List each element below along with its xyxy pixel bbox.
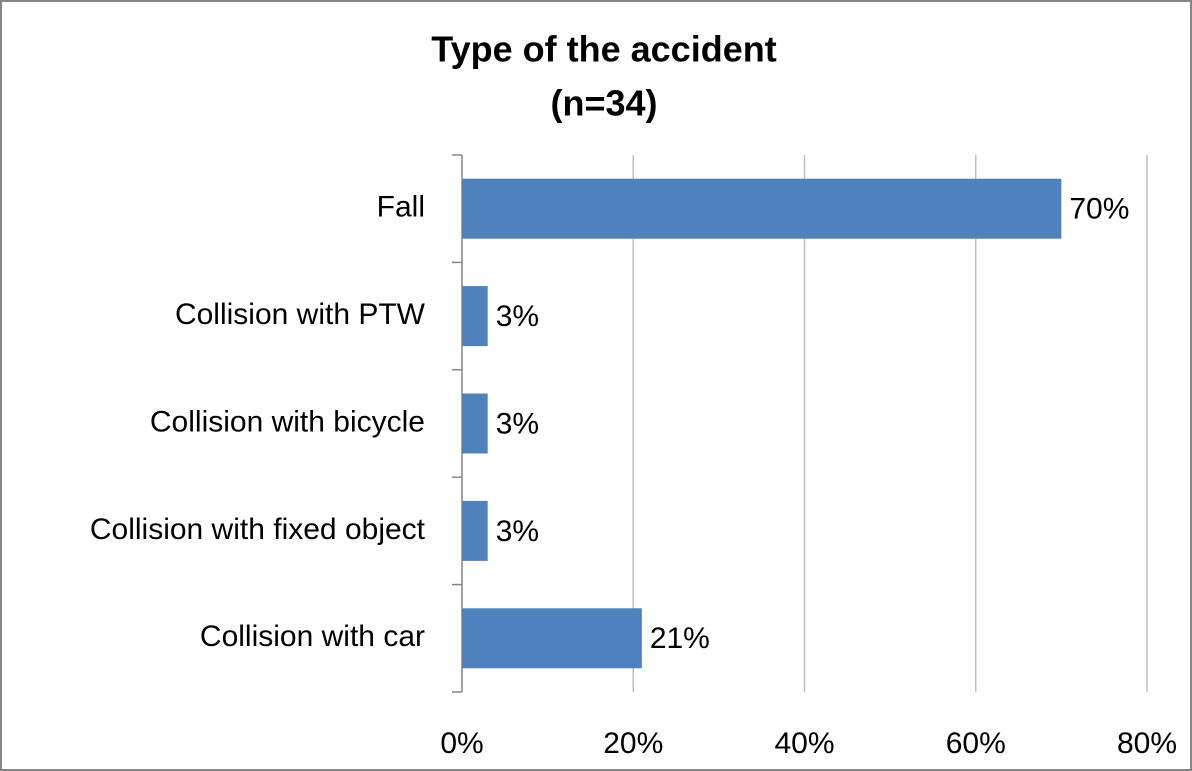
y-tick-label: Collision with PTW [175, 298, 426, 331]
y-tick-label: Collision with bicycle [150, 405, 425, 438]
bar [462, 608, 642, 669]
data-label: 70% [1069, 193, 1129, 226]
y-tick-label: Collision with car [200, 620, 425, 653]
bar [462, 393, 488, 454]
y-tick-label: Collision with fixed object [90, 513, 426, 546]
x-tick-label: 0% [440, 727, 483, 760]
data-label: 3% [496, 515, 539, 548]
y-tick-label: Fall [377, 191, 425, 224]
bar [462, 178, 1062, 239]
x-tick-label: 80% [1117, 727, 1177, 760]
x-tick-label: 60% [946, 727, 1006, 760]
chart-title: Type of the accident [431, 29, 776, 70]
x-tick-label: 20% [603, 727, 663, 760]
chart-subtitle: (n=34) [550, 83, 657, 124]
bar [462, 286, 488, 347]
data-label: 3% [496, 407, 539, 440]
x-tick-label: 40% [774, 727, 834, 760]
bar [462, 500, 488, 561]
data-label: 3% [496, 300, 539, 333]
data-label: 21% [650, 622, 710, 655]
